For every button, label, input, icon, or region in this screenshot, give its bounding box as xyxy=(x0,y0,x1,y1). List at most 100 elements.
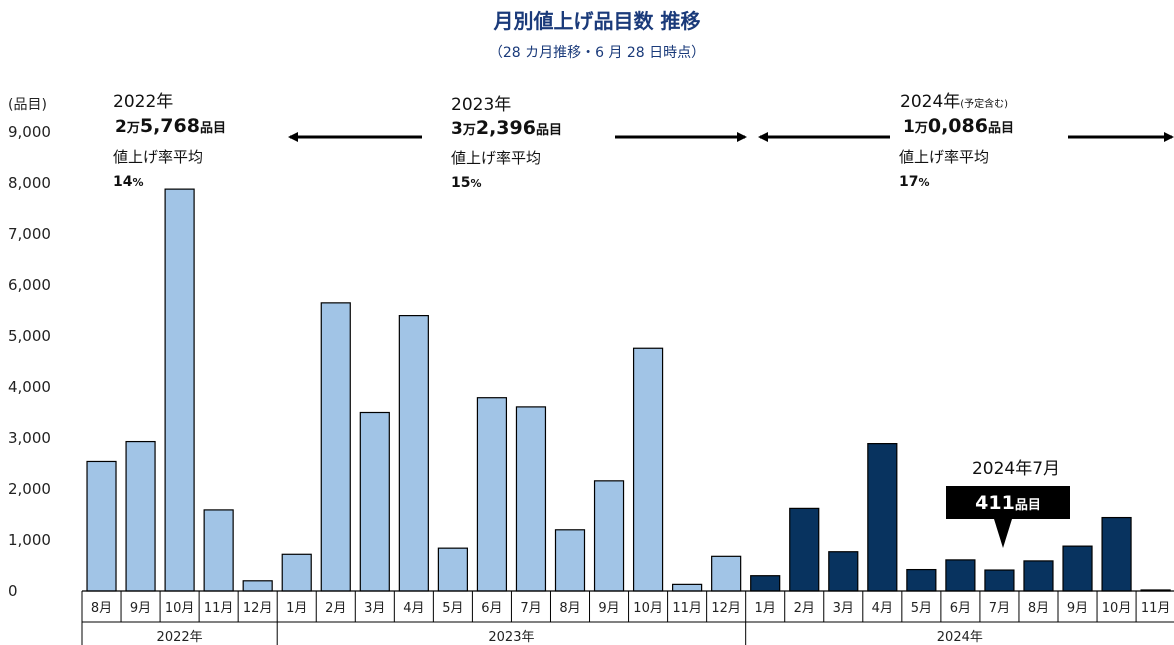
x-tick-label: 11月 xyxy=(672,601,702,616)
annotation-2023-total: 3万2,396品目 xyxy=(451,117,562,139)
bar xyxy=(789,507,820,592)
x-tick-label: 4月 xyxy=(403,601,424,616)
annotation-2024-rate-label: 値上げ率平均 xyxy=(899,148,989,166)
annotation-2022-total-unit: 品目 xyxy=(200,121,226,136)
bar xyxy=(242,580,273,592)
bar xyxy=(164,188,195,592)
annotation-2023-total-rest: 2,396 xyxy=(476,117,536,139)
x-tick-label: 4月 xyxy=(872,601,893,616)
annotation-2022-rate-label: 値上げ率平均 xyxy=(113,148,203,166)
x-tick-label: 2月 xyxy=(325,601,346,616)
annotation-2022-year: 2022年 xyxy=(113,92,173,112)
annotation-2024-total: 1万0,086品目 xyxy=(903,115,1014,137)
x-tick-label: 9月 xyxy=(598,601,619,616)
y-axis-unit-label: (品目) xyxy=(8,97,47,113)
x-tick-label: 8月 xyxy=(91,601,112,616)
annotation-2023-total-man: 万 xyxy=(462,123,476,138)
annotation-2024-rate-num: 17 xyxy=(899,174,918,190)
bar xyxy=(515,406,547,592)
annotation-2023-rate-unit: % xyxy=(470,177,481,190)
x-tick-label: 5月 xyxy=(911,601,932,616)
x-tick-label: 10月 xyxy=(1102,601,1132,616)
annotation-2022: 2022年 2万5,768品目 値上げ率平均 14% xyxy=(113,92,422,190)
x-tick-label: 9月 xyxy=(1067,601,1088,616)
y-tick-label: 1,000 xyxy=(8,531,51,549)
bar xyxy=(359,411,390,592)
bars-group xyxy=(86,188,1171,592)
annotation-2024-year-note: (予定含む) xyxy=(960,97,1008,110)
chart-subtitle: （28 カ月推移・6 月 28 日時点） xyxy=(489,45,705,61)
x-tick-label: 3月 xyxy=(364,601,385,616)
x-tick-label: 8月 xyxy=(559,601,580,616)
x-tick-label: 5月 xyxy=(442,601,463,616)
annotation-2024: 2024年(予定含む) 1万0,086品目 値上げ率平均 17% xyxy=(758,92,1174,190)
y-tick-label: 0 xyxy=(8,582,18,600)
bar xyxy=(203,509,234,592)
y-tick-label: 6,000 xyxy=(8,276,51,294)
year-group-label: 2023年 xyxy=(488,630,534,645)
annotation-2023-rate-num: 15 xyxy=(451,175,470,191)
x-axis: 8月 9月 10月 11月 12月 1月 2月 3月 4月 5月 6月 7月 8月 9月 10月 11月 12月… xyxy=(81,590,1174,645)
bar xyxy=(281,553,312,592)
x-tick-label: 6月 xyxy=(481,601,502,616)
bar xyxy=(672,583,703,592)
x-tick-label: 6月 xyxy=(950,601,971,616)
bar xyxy=(750,575,781,592)
x-tick-label: 10月 xyxy=(165,601,195,616)
bar xyxy=(320,302,351,592)
bar xyxy=(125,440,156,592)
callout-pointer xyxy=(994,519,1012,548)
bar xyxy=(593,480,625,592)
annotation-2023-total-unit: 品目 xyxy=(536,123,562,138)
x-tick-label: 12月 xyxy=(711,601,741,616)
bar xyxy=(711,555,742,592)
x-tick-label: 2月 xyxy=(794,601,815,616)
bar xyxy=(1023,560,1054,592)
bar xyxy=(86,460,117,592)
x-tick-label: 11月 xyxy=(204,601,234,616)
callout-value-unit: 品目 xyxy=(1015,498,1041,513)
x-tick-label: 12月 xyxy=(243,601,273,616)
callout-box xyxy=(946,486,1070,519)
annotation-2024-rate: 17% xyxy=(899,174,930,190)
annotation-2022-total-rest: 5,768 xyxy=(140,115,200,137)
annotation-2024-year: 2024年(予定含む) xyxy=(900,92,1008,112)
y-axis-ticks: 0 1,000 2,000 3,000 4,000 5,000 6,000 7,000 8,00… xyxy=(8,123,51,600)
bar xyxy=(945,559,976,592)
annotation-2022-rate-unit: % xyxy=(132,176,143,189)
bar xyxy=(437,547,468,592)
chart-title: 月別値上げ品目数 推移 xyxy=(493,9,701,33)
annotation-2023: 2023年 3万2,396品目 値上げ率平均 15% xyxy=(451,95,747,191)
annotation-2024-rate-unit: % xyxy=(918,176,929,189)
y-tick-label: 9,000 xyxy=(8,123,51,141)
annotation-2024-year-text: 2024年 xyxy=(900,92,960,112)
bar xyxy=(476,397,508,592)
y-tick-label: 3,000 xyxy=(8,429,51,447)
y-tick-label: 4,000 xyxy=(8,378,51,396)
annotation-2024-total-rest: 0,086 xyxy=(928,115,988,137)
bar xyxy=(867,443,898,592)
x-tick-label: 11月 xyxy=(1141,601,1171,616)
x-tick-label: 7月 xyxy=(989,601,1010,616)
y-tick-label: 5,000 xyxy=(8,327,51,345)
annotation-2023-rate-label: 値上げ率平均 xyxy=(451,149,541,167)
bar xyxy=(984,569,1015,592)
annotation-2023-total-num: 3 xyxy=(451,119,463,139)
annotation-2022-rate: 14% xyxy=(113,174,144,190)
callout-value: 411品目 xyxy=(975,492,1041,514)
bar xyxy=(1062,545,1093,592)
bar xyxy=(554,529,586,592)
x-tick-label: 8月 xyxy=(1028,601,1049,616)
x-tick-label: 9月 xyxy=(130,601,151,616)
x-tick-label: 10月 xyxy=(633,601,663,616)
annotation-2023-year: 2023年 xyxy=(451,95,511,115)
x-tick-label: 3月 xyxy=(833,601,854,616)
annotation-2022-rate-num: 14 xyxy=(113,174,133,190)
bar xyxy=(398,315,429,592)
x-tick-label: 1月 xyxy=(286,601,307,616)
annotation-2022-total-man: 万 xyxy=(126,121,140,136)
annotation-2024-total-num: 1 xyxy=(903,117,915,137)
bar xyxy=(632,347,664,592)
callout-2024-07: 2024年7月 411品目 xyxy=(946,459,1070,548)
